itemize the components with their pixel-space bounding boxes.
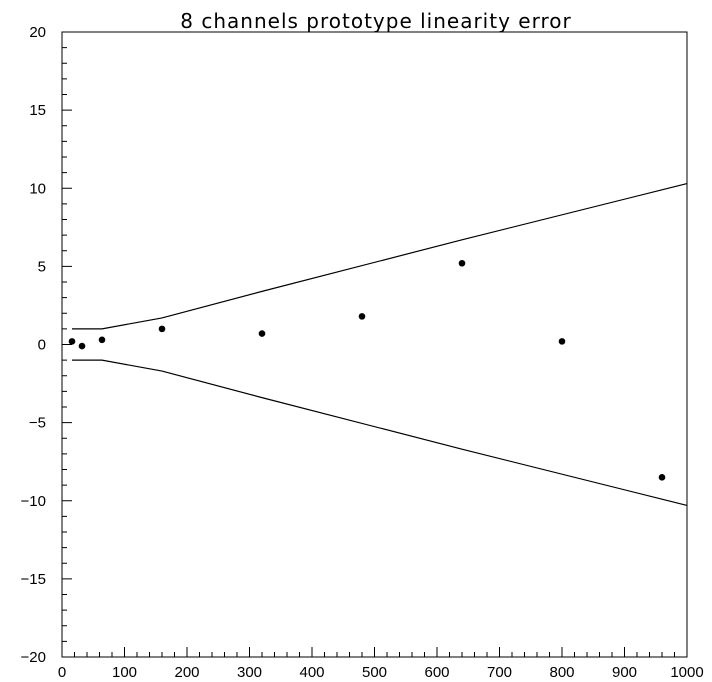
data-point	[458, 259, 466, 267]
x-tick-label: 500	[362, 664, 387, 681]
x-tick-label: 900	[612, 664, 637, 681]
x-tick-label: 600	[424, 664, 449, 681]
x-tick-label: 200	[174, 664, 199, 681]
y-tick-label: −20	[21, 649, 46, 666]
x-tick-label: 800	[549, 664, 574, 681]
x-tick-label: 400	[299, 664, 324, 681]
y-tick-label: −5	[29, 415, 46, 432]
data-point	[68, 338, 76, 345]
y-tick-label: −15	[21, 571, 46, 588]
data-point	[658, 474, 666, 481]
chart-title: 8 channels prototype linearity error	[180, 9, 571, 33]
x-tick-label: 300	[237, 664, 262, 681]
data-point	[558, 338, 566, 345]
y-tick-label: −10	[21, 493, 46, 510]
plot-frame	[61, 31, 688, 658]
y-tick-label: 20	[29, 24, 46, 41]
y-tick-label: 0	[38, 337, 46, 354]
y-tick-labels: −20 −15 −10 −5 0 5 10 15 20	[21, 24, 46, 666]
data-point	[158, 325, 166, 333]
x-tick-label: 100	[112, 664, 137, 681]
x-tick-label: 0	[58, 664, 66, 681]
data-point	[98, 336, 106, 344]
data-points	[68, 259, 666, 481]
data-point	[358, 313, 366, 320]
y-tick-label: 5	[38, 258, 46, 275]
x-tick-label: 700	[487, 664, 512, 681]
upper-bound-line	[72, 182, 688, 330]
x-tick-label: 1000	[670, 664, 703, 681]
axis-ticks	[61, 31, 688, 658]
lower-bound-line	[72, 359, 688, 507]
y-tick-label: 10	[29, 180, 46, 197]
y-tick-label: 15	[29, 102, 46, 119]
x-tick-labels: 0 100 200 300 400 500 600 700 800 900 1000	[58, 664, 704, 681]
data-point	[78, 342, 86, 350]
data-point	[258, 330, 266, 337]
